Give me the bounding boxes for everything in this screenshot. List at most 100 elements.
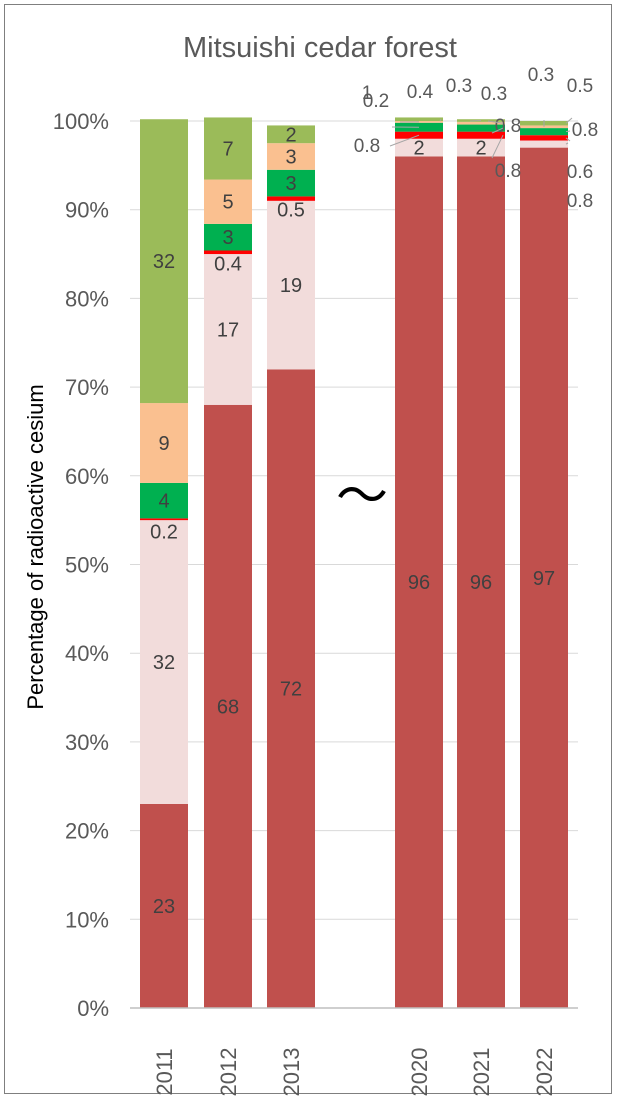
bar-segment [395, 156, 443, 1009]
bar-segment [204, 117, 252, 180]
data-label: 72 [280, 679, 302, 701]
bar-segment [457, 131, 505, 139]
y-tick-label: 100% [53, 109, 109, 134]
bar-segment [267, 125, 315, 144]
x-tick-label: 2020 [407, 1048, 432, 1097]
bar-segment [457, 156, 505, 1009]
bar-segment [520, 140, 568, 148]
leader-line [487, 120, 504, 124]
leader-line [491, 127, 504, 134]
bar-segment [457, 138, 505, 157]
data-label: 1 [362, 83, 373, 104]
bar-segment [140, 803, 188, 1008]
bars [140, 117, 568, 1009]
bar-segment [204, 250, 252, 255]
x-tick-label: 2021 [469, 1048, 494, 1097]
bar-segment [140, 482, 188, 519]
data-label: 23 [153, 896, 175, 918]
bar-segment [267, 169, 315, 197]
data-label: 96 [470, 572, 492, 594]
bar-segment [267, 369, 315, 1008]
leader-line [565, 117, 573, 124]
x-axis-ticks: 2011 2012 2013 2020 2021 2022 [152, 1048, 557, 1097]
data-label: 0.8 [495, 161, 521, 182]
data-label: 0.3 [446, 76, 472, 97]
x-tick-label: 2011 [152, 1048, 177, 1095]
leader-line [439, 118, 442, 122]
data-label: 0.8 [572, 120, 598, 141]
y-tick-label: 80% [65, 286, 109, 311]
data-label: 9 [158, 433, 169, 455]
data-label: 0.8 [567, 191, 593, 212]
y-tick-label: 60% [65, 464, 109, 489]
data-label: 0.8 [354, 136, 380, 157]
y-tick-label: 30% [65, 730, 109, 755]
y-tick-label: 10% [65, 907, 109, 932]
data-label: 3 [285, 173, 296, 195]
data-label: 17 [217, 319, 239, 341]
leader-line [565, 137, 571, 142]
x-tick-label: 2022 [532, 1048, 557, 1097]
axis-break-symbol: 〜 [336, 468, 388, 526]
bar-segment [520, 128, 568, 136]
y-tick-label: 50% [65, 553, 109, 578]
bar-segment [140, 403, 188, 483]
bar-segment [140, 518, 188, 521]
y-tick-label: 90% [65, 198, 109, 223]
data-label: 0.2 [150, 521, 178, 543]
y-axis-label: Percentage of radioactive cesium [23, 384, 48, 709]
data-labels: 23320.2493268170.435772190.5332962962970… [150, 65, 598, 918]
bar-segment [267, 200, 315, 370]
leader-line [491, 134, 504, 159]
bar-segment [457, 121, 505, 125]
x-tick-label: 2012 [216, 1048, 241, 1097]
bar-segment [395, 131, 443, 139]
bar-segment [395, 138, 443, 157]
data-label: 0.8 [495, 116, 521, 137]
data-label: 2 [475, 138, 486, 160]
data-label: 3 [222, 227, 233, 249]
chart-title: Mitsuishi cedar forest [183, 32, 457, 64]
data-label: 32 [153, 251, 175, 273]
data-label: 0.5 [277, 199, 305, 221]
bar-segment [520, 135, 568, 141]
data-label: 0.6 [567, 162, 593, 183]
data-label: 32 [153, 652, 175, 674]
data-label: 0.2 [363, 91, 389, 112]
data-label: 5 [222, 192, 233, 214]
data-label: 2 [413, 138, 424, 160]
leader-line [565, 130, 571, 133]
data-label: 3 [285, 146, 296, 168]
bar-segment [140, 119, 188, 404]
bar-segment [395, 117, 443, 121]
data-label: 2 [285, 124, 296, 146]
leader-line [565, 142, 569, 145]
leader-line [389, 134, 420, 147]
data-label: 0.3 [528, 65, 554, 86]
bar-segment [204, 223, 252, 251]
y-axis-ticks: 0% 10% 20% 30% 40% 50% 60% 70% 80% 90% 100% [53, 109, 109, 1021]
bar-segment [140, 520, 188, 804]
bar-segment [457, 124, 505, 132]
bar-segment [267, 196, 315, 201]
data-label: 0.3 [481, 84, 507, 105]
bar-segment [267, 143, 315, 170]
y-tick-label: 40% [65, 641, 109, 666]
y-tick-label: 20% [65, 819, 109, 844]
x-tick-label: 2013 [279, 1048, 304, 1097]
data-label: 68 [217, 696, 239, 718]
y-tick-label: 70% [65, 375, 109, 400]
bar-segment [204, 179, 252, 224]
bar-segment [204, 404, 252, 1009]
data-label: 4 [158, 491, 169, 513]
y-tick-label: 0% [77, 996, 109, 1021]
data-label: 19 [280, 275, 302, 297]
data-label: 96 [408, 572, 430, 594]
data-label: 0.5 [567, 76, 593, 97]
data-label: 7 [222, 138, 233, 160]
bar-segment [520, 147, 568, 1009]
bar-segment [204, 254, 252, 405]
chart-frame [4, 4, 612, 1094]
data-label: 0.4 [407, 82, 434, 103]
